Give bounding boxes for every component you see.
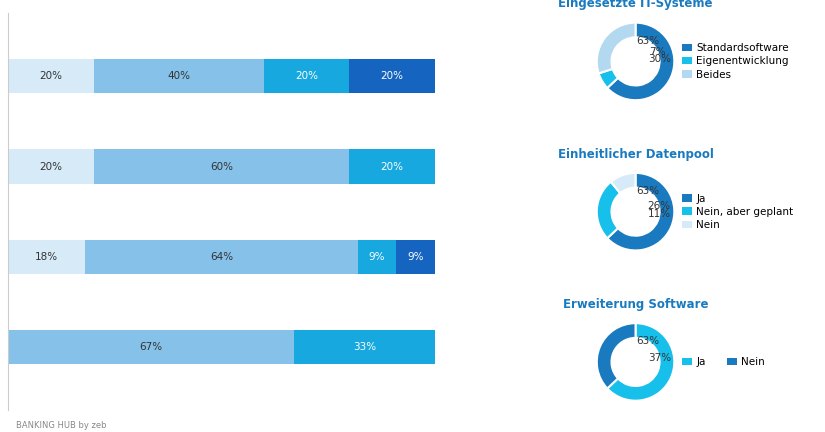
Wedge shape: [607, 22, 674, 100]
Text: 9%: 9%: [369, 252, 385, 262]
Text: 7%: 7%: [649, 47, 666, 57]
Wedge shape: [596, 22, 635, 73]
Text: 18%: 18%: [35, 252, 59, 262]
Text: 9%: 9%: [408, 252, 424, 262]
Text: 63%: 63%: [637, 36, 660, 46]
Wedge shape: [596, 182, 620, 238]
Bar: [349, 149, 435, 184]
Legend: Ja, Nein, aber geplant, Nein: Ja, Nein, aber geplant, Nein: [677, 189, 798, 234]
Text: 20%: 20%: [40, 71, 63, 81]
Bar: [8, 240, 85, 274]
Text: 30%: 30%: [648, 54, 671, 64]
Wedge shape: [610, 173, 635, 193]
Bar: [264, 59, 349, 93]
Text: 40%: 40%: [167, 71, 191, 81]
Title: Eingesetzte IT-Systeme: Eingesetzte IT-Systeme: [559, 0, 713, 10]
Bar: [294, 330, 435, 364]
Bar: [85, 240, 358, 274]
Text: 63%: 63%: [637, 337, 660, 346]
Bar: [396, 240, 435, 274]
Text: 20%: 20%: [380, 162, 403, 172]
Text: 67%: 67%: [139, 342, 163, 352]
Text: 26%: 26%: [648, 201, 671, 211]
Text: 11%: 11%: [648, 209, 671, 219]
Text: 37%: 37%: [648, 353, 671, 363]
Legend: Standardsoftware, Eigenentwicklung, Beides: Standardsoftware, Eigenentwicklung, Beid…: [677, 39, 793, 84]
Text: 20%: 20%: [380, 71, 403, 81]
Wedge shape: [607, 323, 674, 401]
Wedge shape: [599, 69, 618, 88]
Wedge shape: [596, 323, 635, 388]
Text: 33%: 33%: [353, 342, 376, 352]
Title: Einheitlicher Datenpool: Einheitlicher Datenpool: [558, 148, 714, 161]
Bar: [93, 149, 349, 184]
Text: 20%: 20%: [295, 71, 318, 81]
Text: 20%: 20%: [40, 162, 63, 172]
Text: BANKING HUB by zeb: BANKING HUB by zeb: [16, 421, 107, 430]
Title: Erweiterung Software: Erweiterung Software: [563, 298, 709, 311]
Wedge shape: [607, 173, 674, 251]
Bar: [8, 149, 93, 184]
Bar: [349, 59, 435, 93]
Text: 63%: 63%: [637, 186, 660, 196]
Legend: Ja, Nein: Ja, Nein: [677, 353, 769, 371]
Bar: [8, 59, 93, 93]
Text: 60%: 60%: [210, 162, 233, 172]
Bar: [358, 240, 396, 274]
Bar: [8, 330, 294, 364]
Bar: [93, 59, 264, 93]
Text: 64%: 64%: [210, 252, 233, 262]
